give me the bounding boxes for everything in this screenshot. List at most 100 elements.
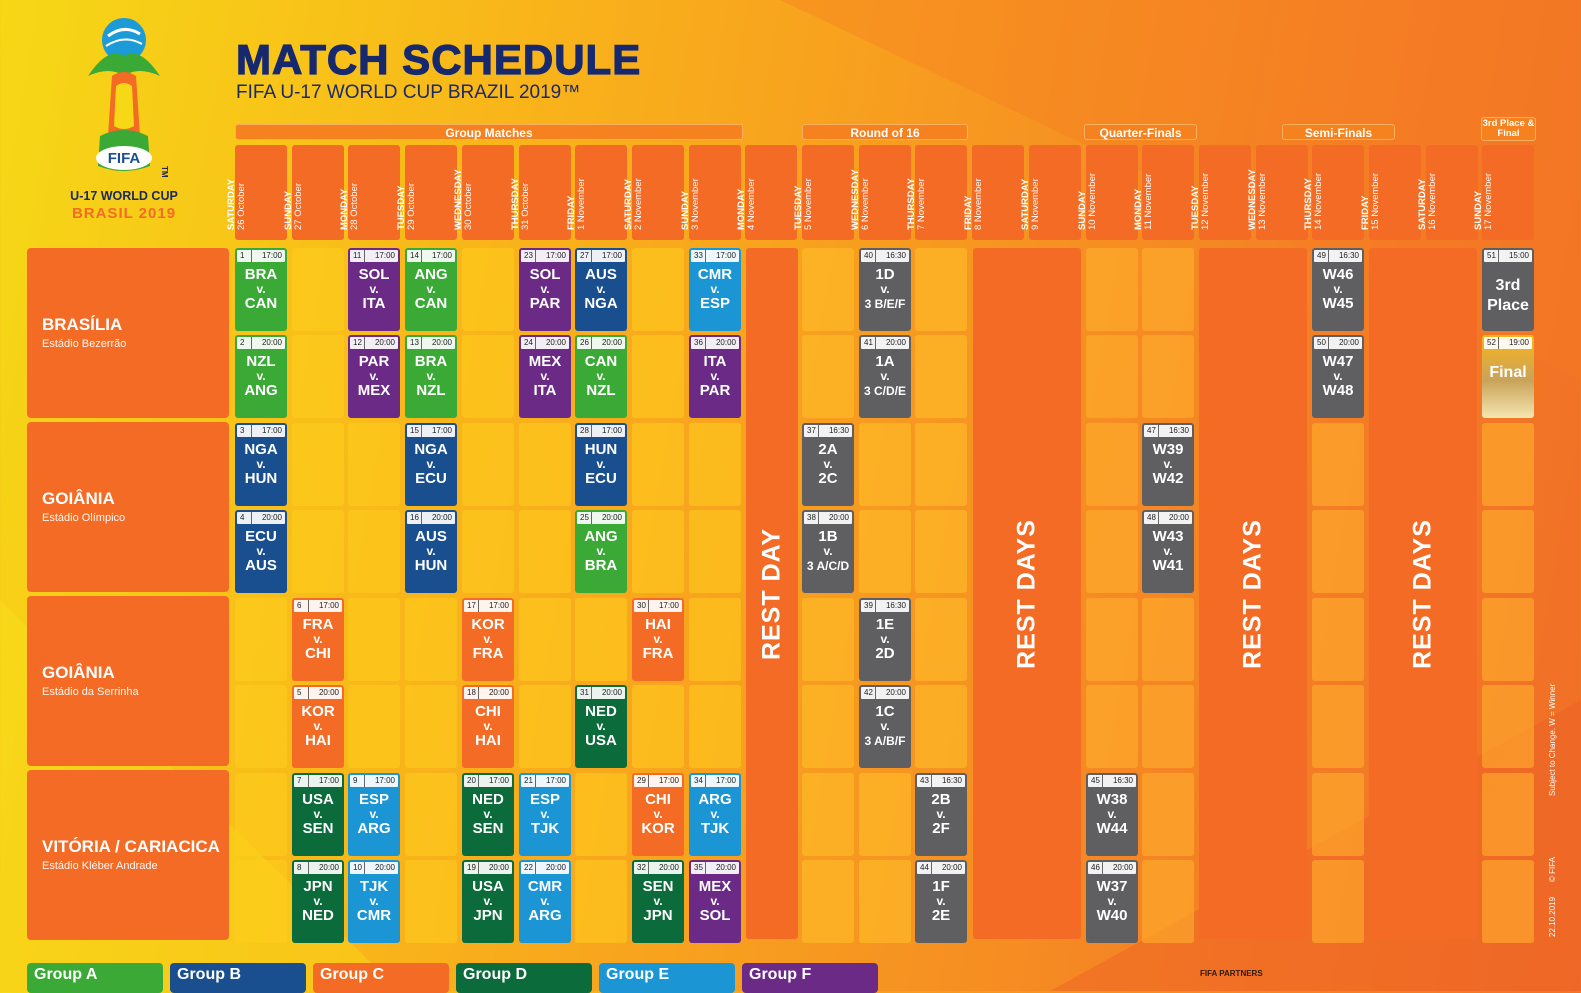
match-number: 16 (410, 513, 419, 522)
match-teams: ANG v. BRA (575, 529, 627, 574)
empty-slot (689, 423, 741, 506)
day-label: THURSDAY 14 November (1303, 146, 1324, 230)
match-header: 11 17:00 (350, 250, 398, 262)
empty-slot (802, 598, 854, 681)
versus-label: v. (369, 807, 379, 821)
venue-city: VITÓRIA / CARIACICA (42, 837, 220, 856)
day-label: FRIDAY 15 November (1360, 146, 1381, 230)
empty-slot (235, 860, 287, 943)
day-label: MONDAY 28 October (339, 146, 360, 230)
match-number: 22 (524, 863, 533, 872)
match-number: 27 (580, 251, 589, 260)
home-team: FRA (302, 616, 334, 633)
empty-slot (1086, 423, 1138, 506)
match-teams: 1C v. 3 A/B/F (859, 704, 911, 749)
header-divider (705, 862, 706, 874)
kickoff-time: 20:00 (431, 338, 452, 347)
match-header: 40 16:30 (861, 250, 909, 262)
day-date: 28 October (349, 183, 360, 230)
away-team: CAN (244, 295, 278, 312)
day-label: SUNDAY 27 October (283, 146, 304, 230)
match-number: 47 (1147, 426, 1156, 435)
empty-slot (1086, 510, 1138, 593)
legend-group-c: Group C (313, 963, 449, 993)
empty-slot (462, 423, 514, 506)
home-team: NED (472, 791, 504, 808)
day-date: 27 October (293, 183, 304, 230)
day-date: 7 November (916, 178, 927, 230)
away-team: 2E (931, 907, 951, 924)
header-divider (875, 687, 876, 699)
day-header: MONDAY 4 November (736, 145, 797, 240)
match-card-8: 8 20:00 JPN v. NED (292, 860, 344, 943)
rest-days-column-3: REST DAYS (1369, 248, 1477, 939)
away-team: TJK (530, 820, 560, 837)
empty-slot (292, 423, 344, 506)
match-teams: NGA v. HUN (235, 442, 287, 487)
match-card-17: 17 17:00 KOR v. FRA (462, 598, 514, 681)
versus-label: v. (596, 282, 606, 296)
day-header: SATURDAY 26 October (226, 145, 287, 240)
versus-label: v. (596, 544, 606, 558)
match-card-11: 11 17:00 SOL v. ITA (348, 248, 400, 331)
versus-label: v. (256, 282, 266, 296)
versus-label: v. (596, 369, 606, 383)
match-teams: TJK v. CMR (348, 879, 400, 924)
away-team: TJK (700, 820, 730, 837)
day-label: SUNDAY 10 November (1077, 146, 1098, 230)
away-team: PAR (529, 295, 561, 312)
match-teams: 1B v. 3 A/C/D (802, 529, 854, 574)
away-team: 2D (875, 645, 895, 662)
empty-slot (915, 423, 967, 506)
day-label: SUNDAY 17 November (1473, 146, 1494, 230)
kickoff-time: 17:00 (488, 601, 509, 610)
header-divider (591, 512, 592, 524)
home-team: 2B (931, 791, 951, 808)
match-header: 39 16:30 (861, 600, 909, 612)
empty-slot (1086, 685, 1138, 768)
match-card-46: 46 20:00 W37 v. W40 (1086, 860, 1138, 943)
home-team: NGA (244, 441, 278, 458)
match-card-48: 48 20:00 W43 v. W41 (1142, 510, 1194, 593)
kickoff-time: 17:00 (374, 776, 395, 785)
match-header: 35 20:00 (691, 862, 739, 874)
match-teams: JPN v. NED (292, 879, 344, 924)
match-number: 23 (524, 251, 533, 260)
away-team: W41 (1152, 557, 1184, 574)
match-teams: FRA v. CHI (292, 617, 344, 662)
match-teams: USA v. SEN (292, 792, 344, 837)
match-number: 18 (467, 688, 476, 697)
versus-label: v. (426, 544, 436, 558)
header-divider (1498, 250, 1499, 262)
empty-slot (859, 510, 911, 593)
versus-label: v. (1163, 544, 1173, 558)
away-team: 3 B/E/F (864, 297, 906, 311)
header-divider (1158, 425, 1159, 437)
match-teams: CMR v. ARG (519, 879, 571, 924)
versus-label: v. (540, 807, 550, 821)
match-card-24: 24 20:00 MEX v. ITA (519, 335, 571, 418)
away-team: ARG (357, 820, 391, 837)
empty-slot (235, 773, 287, 856)
match-card-10: 10 20:00 TJK v. CMR (348, 860, 400, 943)
header-divider (535, 862, 536, 874)
match-teams: W43 v. W41 (1142, 529, 1194, 574)
away-team: SEN (472, 820, 504, 837)
header-divider (1498, 337, 1499, 349)
day-date: 31 October (520, 183, 531, 230)
header-divider (1158, 512, 1159, 524)
match-teams: USA v. JPN (462, 879, 514, 924)
logo-line-1: U-17 WORLD CUP (70, 189, 178, 203)
match-teams: ANG v. CAN (405, 267, 457, 312)
day-label: TUESDAY 29 October (396, 146, 417, 230)
header-divider (421, 250, 422, 262)
home-team: ESP (358, 791, 389, 808)
match-number: 51 (1487, 251, 1496, 260)
empty-slot (292, 248, 344, 331)
empty-slot (348, 598, 400, 681)
home-team: NGA (414, 441, 448, 458)
day-label: THURSDAY 7 November (906, 146, 927, 230)
home-team: KOR (301, 703, 335, 720)
phase-semi-finals: Semi-Finals (1282, 124, 1395, 140)
empty-slot (1482, 773, 1534, 856)
